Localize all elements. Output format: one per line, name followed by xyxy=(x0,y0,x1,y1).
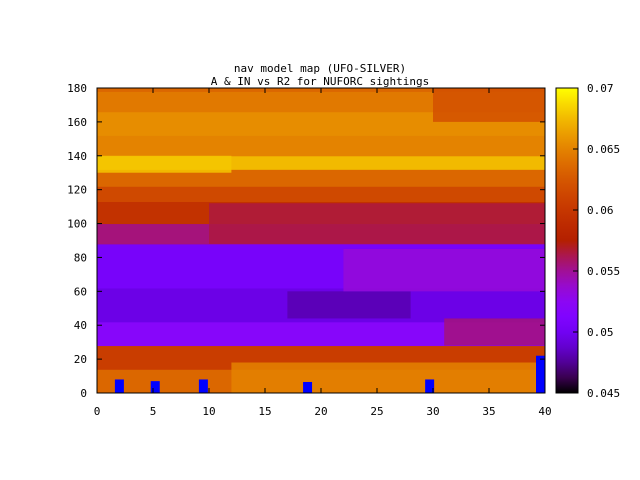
heatmap-patch xyxy=(343,248,545,292)
heatmap-patch xyxy=(444,318,545,346)
y-tick-label: 140 xyxy=(67,150,87,163)
bar xyxy=(114,379,124,393)
colorbar-tick-label: 0.055 xyxy=(587,265,620,278)
bar xyxy=(150,381,160,393)
heatmap-band xyxy=(97,186,545,203)
y-tick-label: 60 xyxy=(74,285,87,298)
heatmap-cells xyxy=(97,88,545,393)
colorbar-tick-label: 0.065 xyxy=(587,143,620,156)
x-tick-label: 40 xyxy=(538,405,551,418)
heatmap-patch xyxy=(209,203,545,244)
y-tick-label: 160 xyxy=(67,116,87,129)
y-axis: 0 20 40 60 80 100 120 140 160 180 xyxy=(67,82,545,400)
colorbar-tick-label: 0.05 xyxy=(587,326,614,339)
y-tick-label: 100 xyxy=(67,218,87,231)
heatmap-band xyxy=(97,169,545,187)
colorbar-tick-label: 0.07 xyxy=(587,82,614,95)
y-tick-label: 80 xyxy=(74,251,87,264)
x-tick-label: 15 xyxy=(258,405,271,418)
y-tick-label: 20 xyxy=(74,353,87,366)
x-tick-label: 20 xyxy=(314,405,327,418)
x-tick-label: 0 xyxy=(94,405,101,418)
y-tick-label: 120 xyxy=(67,184,87,197)
chart-title: nav model map (UFO-SILVER) xyxy=(234,62,406,75)
x-tick-label: 30 xyxy=(426,405,439,418)
bar xyxy=(425,379,435,393)
heatmap-patch xyxy=(433,88,545,122)
heatmap-patch xyxy=(287,291,411,319)
y-tick-label: 40 xyxy=(74,319,87,332)
colorbar-tick-label: 0.06 xyxy=(587,204,614,217)
x-tick-label: 25 xyxy=(370,405,383,418)
y-tick-label: 180 xyxy=(67,82,87,95)
x-tick-label: 35 xyxy=(482,405,495,418)
bar-series xyxy=(114,355,545,393)
x-tick-label: 5 xyxy=(150,405,157,418)
heatmap-band xyxy=(97,135,545,157)
colorbar-tick-label: 0.045 xyxy=(587,387,620,400)
bar xyxy=(198,379,208,393)
heatmap-patch xyxy=(231,362,545,393)
chart-subtitle: A & IN vs R2 for NUFORC sightings xyxy=(211,75,430,88)
bar xyxy=(536,355,545,393)
x-tick-label: 10 xyxy=(202,405,215,418)
y-tick-label: 0 xyxy=(80,387,87,400)
heatmap-patch xyxy=(97,155,232,173)
bar xyxy=(303,381,313,393)
colorbar xyxy=(555,87,579,394)
x-axis: 0 5 10 15 20 25 30 35 40 xyxy=(94,88,552,418)
colorbar-axis: 0.045 0.05 0.055 0.06 0.065 0.07 xyxy=(573,82,620,400)
